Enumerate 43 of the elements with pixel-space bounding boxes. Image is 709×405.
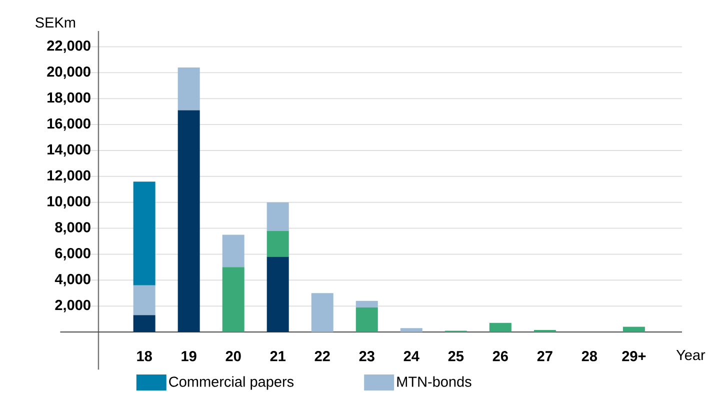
- x-tick-label: 26: [492, 351, 508, 362]
- x-tick-label: 25: [448, 351, 464, 362]
- x-tick-label: 29+: [622, 351, 646, 362]
- bar: [133, 182, 156, 286]
- bar: [222, 234, 244, 268]
- y-tick-label: 22,000: [47, 40, 90, 53]
- y-tick-label: 16,000: [48, 118, 90, 131]
- bar: [266, 202, 289, 231]
- x-tick-label: 21: [270, 351, 286, 362]
- y-tick-label: 18,000: [48, 92, 90, 105]
- bar: [266, 256, 289, 332]
- x-tick-label: 22: [314, 351, 330, 362]
- bar: [311, 293, 334, 332]
- legend-label: MTN-bonds: [397, 376, 472, 387]
- bar: [133, 285, 156, 316]
- y-tick-label: 14,000: [48, 144, 90, 157]
- x-tick-label: 24: [404, 351, 420, 362]
- y-tick-label: 20,000: [47, 66, 90, 79]
- bar: [489, 322, 512, 332]
- y-tick-label: 4,000: [54, 274, 90, 286]
- x-tick-label: 20: [226, 351, 241, 362]
- y-tick-label: 8,000: [55, 222, 90, 234]
- y-axis-title: SEKm: [36, 17, 76, 28]
- y-tick-label: 2,000: [55, 300, 90, 312]
- x-axis-title: Year: [676, 350, 706, 360]
- x-tick-label: 28: [582, 351, 598, 362]
- x-tick-label: 18: [137, 351, 152, 362]
- y-tick-label: 10,000: [48, 196, 90, 208]
- x-tick-label: 23: [359, 351, 374, 362]
- bar: [356, 307, 378, 332]
- x-tick-label: 19: [182, 351, 196, 362]
- bar: [400, 328, 422, 332]
- bar: [356, 300, 378, 308]
- bar: [222, 267, 244, 332]
- bar: [178, 110, 200, 332]
- x-tick-label: 27: [537, 351, 552, 362]
- bar: [133, 315, 156, 332]
- bar: [178, 67, 200, 110]
- bar: [622, 326, 645, 332]
- y-tick-label: 6,000: [55, 248, 90, 260]
- legend-label: Commercial papers: [169, 376, 294, 390]
- bar: [266, 230, 289, 257]
- y-tick-label: 12,000: [48, 170, 90, 183]
